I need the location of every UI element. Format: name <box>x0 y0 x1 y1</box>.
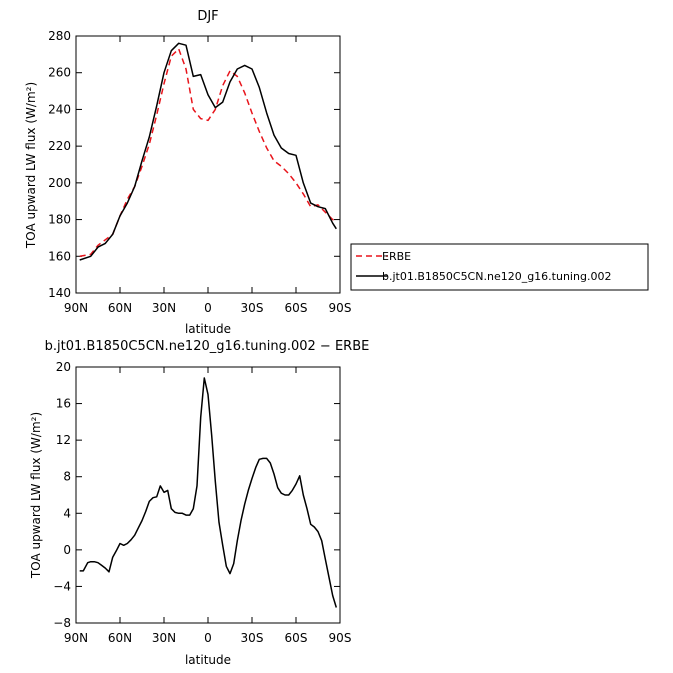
bottom-y-tick-label: −4 <box>53 579 71 593</box>
bottom-x-axis-label: latitude <box>185 653 231 667</box>
top-chart-title: DJF <box>197 9 218 24</box>
top-x-tick-label: 30S <box>241 301 264 315</box>
top-x-tick-label: 30N <box>152 301 176 315</box>
bottom-x-tick-label: 30N <box>152 631 176 645</box>
top-y-axis-label: TOA upward LW flux (W/m²) <box>24 82 38 249</box>
top-x-tick-label: 60S <box>285 301 308 315</box>
bottom-y-tick-label: 20 <box>56 360 71 374</box>
bottom-x-tick-label: 0 <box>204 631 212 645</box>
bottom-y-tick-label: 12 <box>56 433 71 447</box>
bottom-y-tick-label: 4 <box>63 506 71 520</box>
bottom-x-tick-label: 90N <box>64 631 88 645</box>
bottom-plot-frame <box>75 366 341 624</box>
bottom-series-line-0 <box>79 377 338 608</box>
bottom-series-group <box>79 377 338 608</box>
legend-box <box>350 243 649 291</box>
top-y-tick-label: 280 <box>48 29 71 43</box>
bottom-y-tick-label: 0 <box>63 543 71 557</box>
top-y-tick-label: 220 <box>48 139 71 153</box>
top-y-tick-label: 240 <box>48 102 71 116</box>
top-y-tick-label: 260 <box>48 66 71 80</box>
legend-label-erbe: ERBE <box>382 250 411 263</box>
bottom-x-tick-label: 30S <box>241 631 264 645</box>
top-series-group <box>79 42 337 261</box>
bottom-panel: b.jt01.B1850C5CN.ne120_g16.tuning.002 − … <box>29 339 369 667</box>
legend: ERBE b.jt01.B1850C5CN.ne120_g16.tuning.0… <box>350 243 649 291</box>
bottom-x-tick-label: 60S <box>285 631 308 645</box>
top-x-tick-label: 90S <box>329 301 352 315</box>
top-x-axis-label: latitude <box>185 322 231 336</box>
bottom-y-axis-label: TOA upward LW flux (W/m²) <box>29 412 43 579</box>
top-y-tick-label: 200 <box>48 176 71 190</box>
bottom-y-tick-label: −8 <box>53 616 71 630</box>
top-y-tick-label: 180 <box>48 213 71 227</box>
top-x-tick-label: 0 <box>204 301 212 315</box>
top-axis-ticks: 90N 60N 30N 0 30S 60S 90S 140 160 180 200 220 240 260… <box>48 29 351 315</box>
bottom-x-tick-label: 60N <box>108 631 132 645</box>
top-y-tick-label: 140 <box>48 286 71 300</box>
top-panel: DJF 90N 60N 30N 0 30S 60S 90S 140 160 180 200 220 24… <box>24 9 351 336</box>
bottom-axis-ticks: 90N 60N 30N 0 30S 60S 90S −8 −4 0 4 8 12 16 20 <box>53 360 351 645</box>
top-series-line-1 <box>79 42 337 261</box>
bottom-x-tick-label: 90S <box>329 631 352 645</box>
bottom-y-tick-label: 16 <box>56 397 71 411</box>
top-x-tick-label: 60N <box>108 301 132 315</box>
bottom-chart-title: b.jt01.B1850C5CN.ne120_g16.tuning.002 − … <box>45 339 370 354</box>
top-plot-frame <box>75 35 341 294</box>
top-x-tick-label: 90N <box>64 301 88 315</box>
top-y-tick-label: 160 <box>48 249 71 263</box>
top-series-line-0 <box>79 48 337 258</box>
legend-label-model: b.jt01.B1850C5CN.ne120_g16.tuning.002 <box>382 270 611 283</box>
bottom-y-tick-label: 8 <box>63 470 71 484</box>
